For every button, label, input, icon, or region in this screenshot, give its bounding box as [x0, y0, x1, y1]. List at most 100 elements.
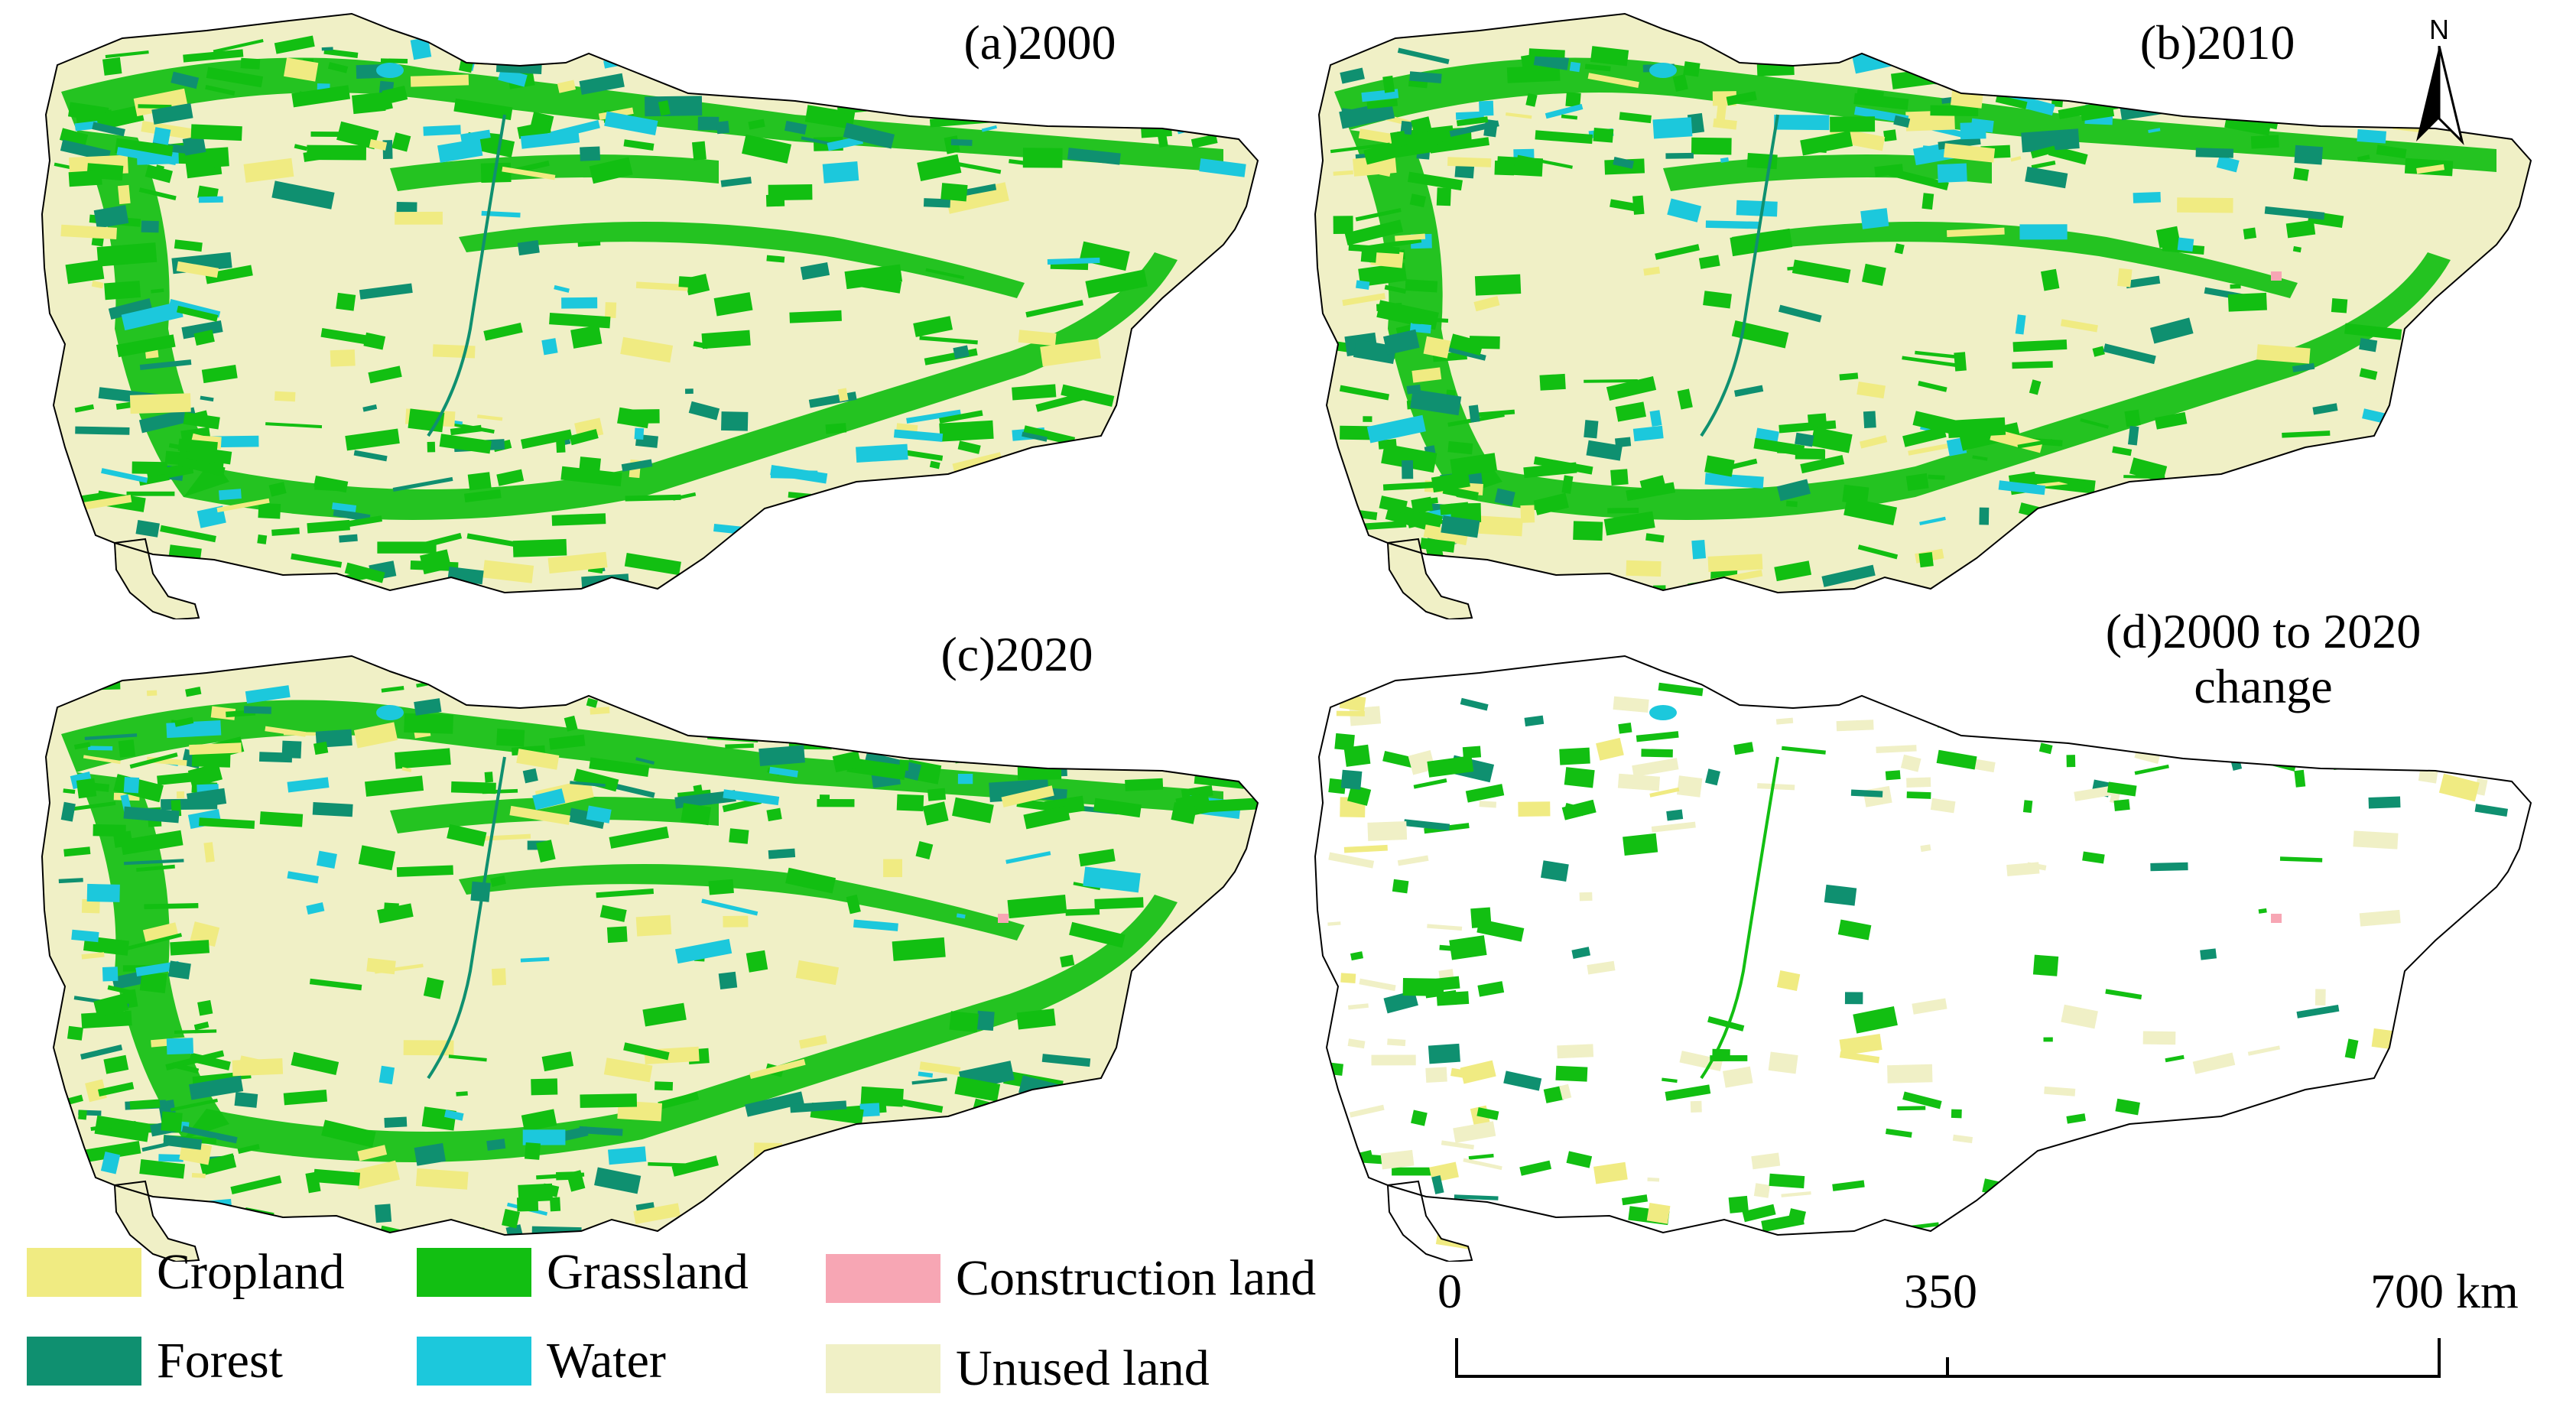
north-arrow-icon [2416, 46, 2464, 145]
grassland-band [459, 222, 1025, 298]
landcover-patch [1596, 737, 1624, 761]
landcover-patch [193, 330, 215, 346]
landcover-patch [2223, 483, 2237, 505]
landcover-patch [1584, 420, 1599, 439]
landcover-patch [579, 73, 625, 95]
landcover-patch [1133, 508, 1172, 519]
landcover-patch [837, 388, 849, 402]
map-panel-2020 [31, 650, 1285, 1262]
landcover-patch [124, 859, 184, 866]
landcover-patch [174, 239, 203, 252]
landcover-patch [718, 971, 738, 990]
landcover-patch [2038, 1205, 2082, 1225]
landcover-patch [518, 1183, 554, 1203]
landcover-patch [1112, 107, 1125, 120]
landcover-patch [306, 902, 325, 915]
landcover-patch [2171, 577, 2207, 600]
landcover-patch [864, 581, 924, 606]
landcover-patch [603, 1058, 653, 1083]
landcover-patch [742, 726, 760, 736]
landcover-patch [1533, 456, 1593, 475]
landcover-patch [185, 686, 202, 697]
landcover-patch [1171, 802, 1197, 824]
landcover-patch [1731, 320, 1789, 349]
landcover-patch [2103, 343, 2156, 365]
landcover-patch [2331, 298, 2348, 314]
landcover-patch [1403, 819, 1450, 831]
landcover-patch [658, 1092, 700, 1110]
landcover-patch [245, 685, 291, 703]
landcover-patch [1356, 280, 1370, 290]
landcover-patch [1390, 131, 1407, 148]
landcover-patch [1077, 443, 1132, 460]
landcover-patch [956, 913, 966, 919]
landcover-patch [439, 434, 492, 454]
landcover-patch [1889, 167, 1949, 191]
landcover-patch [952, 797, 994, 824]
landcover-patch [569, 428, 599, 446]
landcover-patch [139, 970, 167, 993]
landcover-patch [303, 149, 328, 162]
landcover-patch [2281, 94, 2331, 119]
landcover-patch [2057, 718, 2072, 735]
grassland-band [1732, 222, 2298, 298]
landcover-patch [1397, 855, 1429, 866]
landcover-patch [773, 512, 832, 541]
landcover-patch [2448, 496, 2498, 512]
landcover-patch [2412, 1142, 2428, 1149]
landcover-patch [274, 391, 296, 402]
landcover-patch [1998, 480, 2046, 495]
landcover-patch [369, 139, 388, 151]
landcover-patch [1152, 755, 1162, 765]
landcover-patch [1476, 409, 1515, 417]
landcover-patch [1746, 153, 1778, 170]
landcover-patch [1677, 388, 1693, 410]
landcover-patch [496, 469, 525, 486]
landcover-patch [489, 54, 527, 65]
landcover-patch [1646, 1202, 1671, 1224]
landcover-patch [1930, 105, 1979, 116]
landcover-patch [1586, 440, 1623, 461]
landcover-patch [2248, 518, 2279, 528]
landcover-patch [2163, 1139, 2191, 1148]
landcover-patch [1339, 101, 1395, 129]
landcover-patch [1139, 445, 1189, 453]
landcover-patch [2031, 161, 2056, 170]
landcover-patch [2216, 155, 2240, 173]
landcover-patch [561, 297, 598, 309]
landcover-patch [1856, 382, 1886, 399]
landcover-patch [1679, 1051, 1723, 1072]
landcover-patch [1453, 1121, 1496, 1143]
landcover-patch [2038, 742, 2053, 755]
landcover-patch [2150, 862, 2188, 872]
landcover-patch [410, 74, 469, 87]
landcover-patch [1788, 1208, 1806, 1223]
landcover-patch [1641, 749, 1673, 758]
landcover-patch [1200, 98, 1222, 112]
landcover-patch [1564, 767, 1595, 788]
landcover-patch [257, 534, 268, 544]
landcover-patch [1839, 1051, 1880, 1064]
landcover-patch [1733, 742, 1754, 755]
landcover-patch [158, 1154, 184, 1162]
landcover-patch [1860, 435, 1888, 449]
landcover-patch [59, 128, 89, 147]
landcover-patch [1382, 75, 1395, 93]
landcover-patch [541, 338, 558, 356]
landcover-patch [521, 1109, 557, 1132]
landcover-patch [817, 799, 855, 807]
landcover-patch [925, 573, 956, 592]
landcover-patch [1978, 557, 2029, 574]
landcover-patch [201, 365, 238, 384]
landcover-patch [1776, 970, 1801, 992]
landcover-patch [2012, 339, 2068, 352]
landcover-patch [716, 120, 730, 135]
landcover-patch [554, 284, 570, 293]
landcover-patch [580, 146, 601, 161]
landcover-patch [93, 205, 129, 229]
landcover-patch [2177, 1204, 2208, 1217]
landcover-patch [2458, 716, 2488, 732]
landcover-patch [1830, 116, 1876, 132]
landcover-patch [1402, 978, 1444, 996]
landcover-patch [2359, 909, 2401, 927]
